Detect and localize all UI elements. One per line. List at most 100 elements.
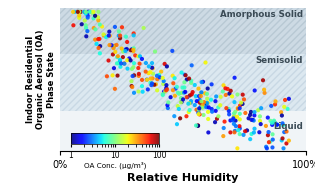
Point — [136, 72, 141, 75]
Point — [160, 77, 165, 80]
Point — [250, 119, 255, 122]
Point — [272, 119, 277, 122]
Point — [199, 103, 204, 106]
Point — [236, 129, 241, 132]
Point — [164, 88, 169, 91]
Point — [232, 76, 237, 79]
Point — [88, 10, 93, 13]
Point — [127, 58, 132, 61]
Point — [232, 129, 238, 132]
Point — [270, 123, 275, 126]
Point — [196, 124, 201, 127]
Point — [184, 78, 189, 81]
Point — [243, 130, 248, 133]
Point — [196, 109, 201, 112]
Point — [235, 107, 240, 110]
Point — [246, 117, 251, 120]
Point — [269, 121, 274, 124]
Point — [155, 89, 160, 92]
Point — [96, 10, 101, 13]
Point — [107, 30, 112, 33]
Point — [286, 97, 291, 100]
Point — [205, 87, 210, 90]
Point — [123, 35, 129, 38]
Point — [140, 57, 145, 60]
Point — [100, 25, 105, 28]
Point — [133, 54, 138, 57]
Point — [128, 49, 133, 52]
Point — [286, 139, 291, 142]
Point — [145, 88, 150, 91]
Point — [179, 100, 184, 103]
Point — [182, 73, 187, 76]
Point — [196, 108, 201, 111]
Point — [153, 83, 158, 86]
Bar — [60, 53, 306, 111]
Point — [130, 75, 135, 78]
Point — [78, 10, 83, 13]
Point — [77, 16, 82, 19]
Point — [266, 134, 271, 137]
Point — [252, 114, 257, 117]
Point — [218, 104, 223, 107]
Point — [160, 93, 165, 96]
Point — [187, 102, 192, 105]
Point — [203, 61, 208, 64]
Point — [165, 104, 170, 107]
Point — [151, 72, 156, 75]
Point — [117, 37, 123, 40]
Point — [272, 121, 277, 124]
Point — [82, 10, 87, 13]
Point — [152, 83, 157, 86]
Point — [197, 98, 202, 101]
Point — [264, 147, 269, 150]
Point — [177, 92, 182, 95]
Point — [222, 120, 227, 123]
Point — [226, 107, 231, 110]
Point — [186, 102, 191, 105]
Point — [230, 119, 235, 122]
Point — [235, 106, 240, 109]
Point — [265, 116, 270, 119]
Point — [223, 87, 228, 90]
Point — [181, 91, 186, 94]
Point — [231, 115, 236, 118]
Point — [162, 90, 167, 93]
Point — [196, 113, 201, 116]
Point — [252, 111, 257, 114]
Point — [275, 123, 280, 126]
Point — [171, 82, 176, 85]
Point — [157, 76, 162, 79]
Point — [176, 107, 181, 110]
Point — [198, 101, 203, 104]
Text: Liquid: Liquid — [273, 122, 303, 131]
Point — [209, 108, 214, 111]
Point — [93, 14, 98, 17]
Point — [116, 62, 121, 65]
Point — [75, 10, 80, 13]
Point — [115, 56, 120, 59]
Point — [173, 87, 178, 90]
Point — [273, 100, 278, 103]
Point — [199, 106, 204, 109]
Point — [257, 115, 262, 118]
Point — [85, 14, 90, 17]
Point — [117, 34, 123, 37]
Point — [197, 113, 202, 116]
Point — [196, 111, 201, 114]
Point — [237, 118, 242, 121]
Point — [164, 65, 169, 68]
Point — [221, 135, 226, 138]
Point — [284, 130, 289, 133]
Point — [175, 85, 180, 88]
Point — [83, 26, 89, 29]
Point — [183, 90, 188, 93]
Point — [270, 146, 275, 149]
Y-axis label: Indoor Residential
Organic Aerosol (OA)
Phase State: Indoor Residential Organic Aerosol (OA) … — [26, 30, 56, 129]
Point — [190, 91, 195, 94]
Point — [206, 131, 211, 134]
Point — [280, 122, 285, 125]
Point — [114, 62, 119, 65]
Point — [111, 45, 116, 48]
Point — [232, 101, 237, 104]
